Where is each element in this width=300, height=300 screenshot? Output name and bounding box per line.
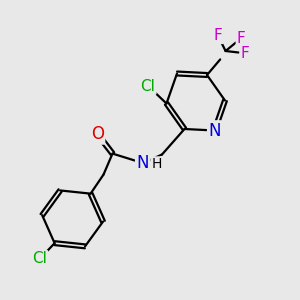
Text: N: N [208,122,221,140]
Text: O: O [91,125,104,143]
Text: F: F [237,31,246,46]
Text: F: F [241,46,250,61]
Text: N: N [136,154,149,172]
Text: F: F [214,28,223,43]
Text: Cl: Cl [140,79,155,94]
Text: Cl: Cl [32,251,47,266]
Text: H: H [152,158,162,171]
